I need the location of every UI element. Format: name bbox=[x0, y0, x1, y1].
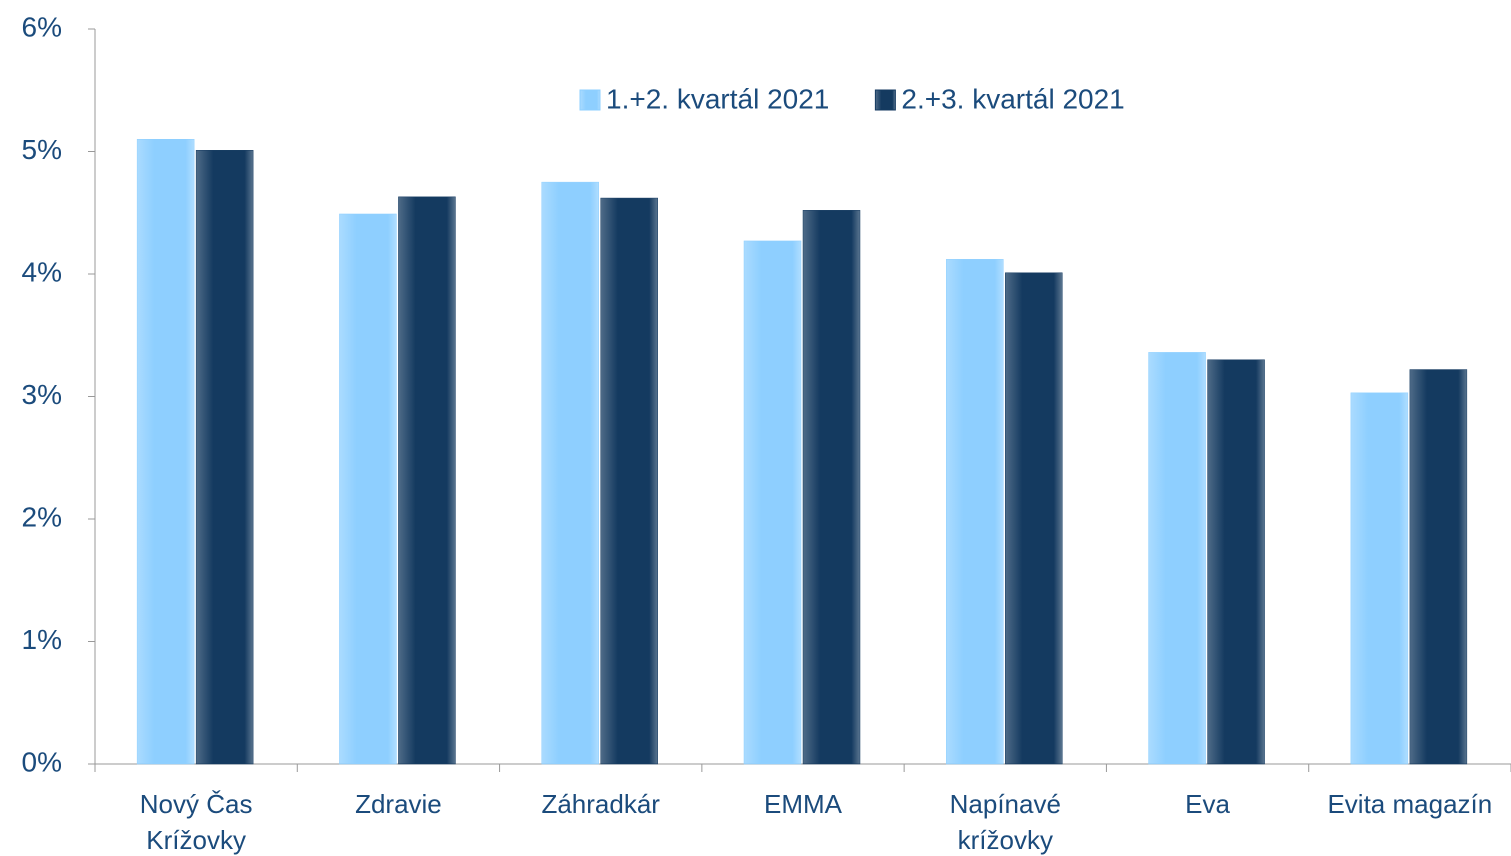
bar bbox=[136, 139, 195, 765]
x-tick-label: Zdravie bbox=[355, 789, 442, 819]
bar bbox=[600, 197, 658, 765]
y-tick-label: 2% bbox=[22, 501, 62, 532]
x-tick-label: Záhradkár bbox=[541, 789, 660, 819]
bar bbox=[1409, 369, 1468, 765]
bar bbox=[743, 240, 802, 765]
y-tick-label: 5% bbox=[22, 134, 62, 165]
bar bbox=[541, 181, 599, 765]
x-tick-label: Evita magazín bbox=[1327, 789, 1493, 819]
x-tick-label: Napínavé krížovky bbox=[949, 789, 1061, 855]
legend-label: 2.+3. kvartál 2021 bbox=[901, 83, 1124, 114]
y-tick-label: 0% bbox=[22, 746, 62, 777]
legend-label: 1.+2. kvartál 2021 bbox=[606, 83, 829, 114]
bar bbox=[1005, 272, 1063, 765]
bar bbox=[946, 259, 1004, 765]
bar bbox=[195, 150, 254, 765]
bar bbox=[339, 213, 397, 765]
bar bbox=[802, 210, 861, 765]
bar bbox=[1350, 392, 1409, 765]
bar bbox=[1148, 352, 1206, 765]
bar bbox=[398, 196, 456, 765]
x-tick-label: Nový Čas Krížovky bbox=[139, 789, 253, 855]
y-tick-label: 1% bbox=[22, 624, 62, 655]
bar bbox=[1207, 359, 1265, 765]
y-tick-label: 6% bbox=[22, 11, 62, 42]
x-tick-label: Eva bbox=[1185, 789, 1230, 819]
legend-swatch bbox=[874, 89, 896, 111]
legend-swatch bbox=[579, 89, 601, 111]
x-tick-label: EMMA bbox=[764, 789, 842, 819]
y-tick-label: 3% bbox=[22, 379, 62, 410]
y-tick-label: 4% bbox=[22, 256, 62, 287]
